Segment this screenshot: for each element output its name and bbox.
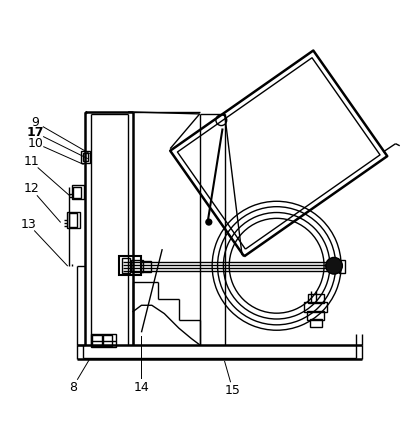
Text: 8: 8 <box>69 381 77 394</box>
Text: 10: 10 <box>27 136 43 150</box>
Bar <box>73 187 81 198</box>
Bar <box>83 153 88 161</box>
Text: 15: 15 <box>225 384 241 397</box>
Bar <box>69 213 77 227</box>
Bar <box>91 334 116 347</box>
Bar <box>103 335 112 346</box>
Circle shape <box>326 257 342 274</box>
Bar <box>81 151 90 163</box>
Bar <box>308 294 324 303</box>
Bar <box>307 311 324 320</box>
Text: 17: 17 <box>27 126 44 139</box>
Text: 13: 13 <box>20 218 36 231</box>
Circle shape <box>206 219 212 225</box>
Text: 9: 9 <box>32 116 39 129</box>
Bar <box>67 212 80 228</box>
Bar <box>119 256 141 275</box>
Bar <box>92 335 102 346</box>
Text: 14: 14 <box>134 381 149 394</box>
Bar <box>332 261 339 271</box>
Bar <box>310 319 322 327</box>
Text: 11: 11 <box>23 155 39 168</box>
Text: 12: 12 <box>23 182 39 195</box>
Bar <box>131 260 143 272</box>
Bar <box>141 261 151 272</box>
Bar <box>122 258 130 273</box>
Bar <box>339 260 345 273</box>
Bar <box>72 185 84 199</box>
Bar <box>304 302 327 312</box>
